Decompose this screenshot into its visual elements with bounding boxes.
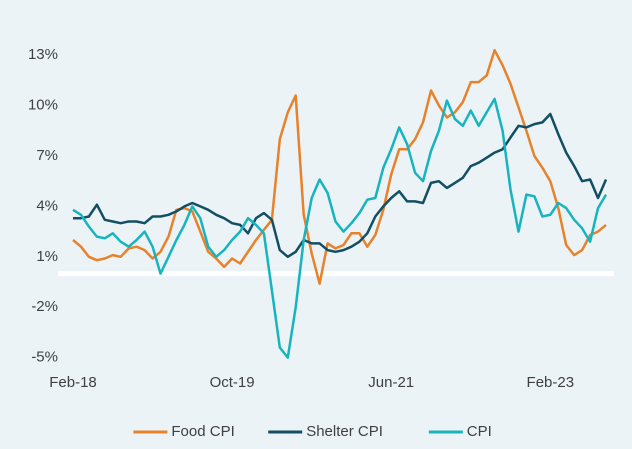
- y-tick-label: 7%: [36, 147, 58, 164]
- y-tick-label: -5%: [31, 349, 58, 366]
- line-series: [72, 48, 607, 285]
- x-tick-label: Feb-18: [49, 374, 97, 391]
- y-tick-label: 13%: [28, 46, 58, 63]
- y-tick-label: 10%: [28, 97, 58, 114]
- line-series: [73, 112, 608, 259]
- y-tick-label: -2%: [31, 298, 58, 315]
- y-tick-label: 1%: [36, 248, 58, 265]
- legend-label: Shelter CPI: [306, 423, 383, 440]
- legend-label: Food CPI: [171, 423, 234, 440]
- x-tick-label: Oct-19: [210, 374, 255, 391]
- x-tick-label: Feb-23: [527, 374, 575, 391]
- y-tick-label: 4%: [36, 197, 58, 214]
- line-series: [72, 97, 608, 359]
- x-tick-label: Jun-21: [368, 374, 414, 391]
- legend-label: CPI: [467, 423, 492, 440]
